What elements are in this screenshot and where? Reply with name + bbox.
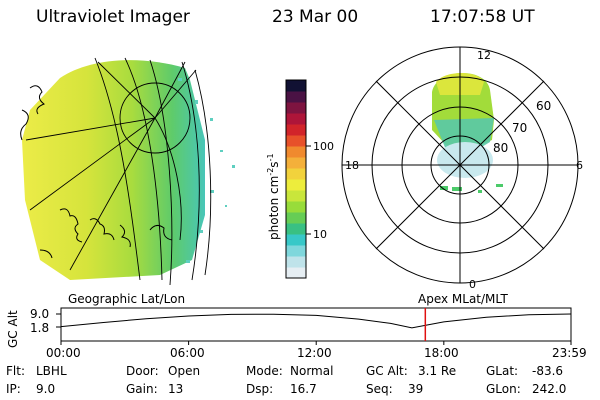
colorbar-frame [285, 79, 307, 279]
altitude-chart-frame [60, 307, 572, 342]
mlat-label-80: 80 [493, 141, 508, 155]
colorbar-band [286, 212, 306, 224]
colorbar-band [286, 124, 306, 136]
colorbar-band [286, 135, 306, 147]
glon-value: 242.0 [532, 382, 567, 396]
seq-key: Seq: [366, 382, 393, 396]
gcalt-key: GC Alt: [366, 364, 408, 378]
mlt-label-0: 0 [469, 278, 476, 291]
colorbar-band [286, 201, 306, 213]
altitude-x-ticks [60, 341, 572, 345]
xtick-label-0000: 00:00 [46, 346, 81, 360]
colorbar-gradient [286, 80, 306, 279]
colorbar-band [286, 91, 306, 103]
geo-grid [25, 57, 212, 286]
geographic-panel-label: Geographic Lat/Lon [68, 292, 186, 306]
ytick-label-9: 9.0 [30, 307, 49, 321]
filter-value: LBHL [36, 364, 67, 378]
coastlines [20, 85, 173, 259]
mlt-label-18: 18 [345, 159, 359, 172]
gcalt-value: 3.1 Re [418, 364, 457, 378]
door-value: Open [168, 364, 201, 378]
ip-value: 9.0 [36, 382, 56, 396]
mlat-label-70: 70 [512, 121, 527, 135]
colorbar-band [286, 157, 306, 169]
colorbar-label: photon cm-2s-1 [266, 153, 281, 240]
apex-panel-label: Apex MLat/MLT [418, 292, 508, 306]
colorbar-band [286, 190, 306, 202]
glat-value: -83.6 [532, 364, 564, 378]
xtick-label-1800: 18:00 [424, 346, 459, 360]
ytick-label-1.8: 1.8 [30, 321, 49, 335]
gain-value: 13 [168, 382, 184, 396]
geographic-speckle [178, 78, 235, 263]
mlt-label-6: 6 [576, 159, 583, 172]
door-key: Door: [126, 364, 159, 378]
ip-key: IP: [6, 382, 21, 396]
colorbar-band [286, 179, 306, 191]
xtick-label-1200: 12:00 [297, 346, 332, 360]
xtick-label-2359: 23:59 [552, 346, 587, 360]
mlat-label-60: 60 [536, 99, 551, 113]
colorbar-tick-label-10: 10 [313, 228, 327, 241]
altitude-series-line [60, 313, 572, 329]
time-label: 17:07:58 UT [430, 7, 535, 27]
colorbar-band [286, 113, 306, 125]
gain-key: Gain: [126, 382, 158, 396]
colorbar-band [286, 80, 306, 92]
mlt-label-12: 12 [477, 49, 491, 62]
glon-key: GLon: [486, 382, 521, 396]
colorbar-band [286, 146, 306, 158]
colorbar-band [286, 102, 306, 114]
seq-value: 39 [408, 382, 424, 396]
colorbar-band [286, 256, 306, 268]
glat-key: GLat: [486, 364, 519, 378]
xtick-label-0600: 06:00 [170, 346, 205, 360]
date-label: 23 Mar 00 [272, 7, 359, 27]
colorbar-band [286, 267, 306, 279]
polar-dayside-spots [440, 184, 503, 193]
dsp-value: 16.7 [290, 382, 317, 396]
altitude-ylabel: GC Alt [6, 310, 20, 348]
mode-key: Mode: [246, 364, 283, 378]
colorbar-tick-label-100: 100 [313, 140, 334, 153]
dsp-key: Dsp: [246, 382, 274, 396]
colorbar-band [286, 168, 306, 180]
colorbar-band [286, 223, 306, 235]
mode-value: Normal [290, 364, 334, 378]
filter-key: Flt: [6, 364, 25, 378]
polar-grid [341, 46, 579, 284]
colorbar-band [286, 245, 306, 257]
instrument-title: Ultraviolet Imager [36, 7, 190, 27]
colorbar-band [286, 234, 306, 246]
